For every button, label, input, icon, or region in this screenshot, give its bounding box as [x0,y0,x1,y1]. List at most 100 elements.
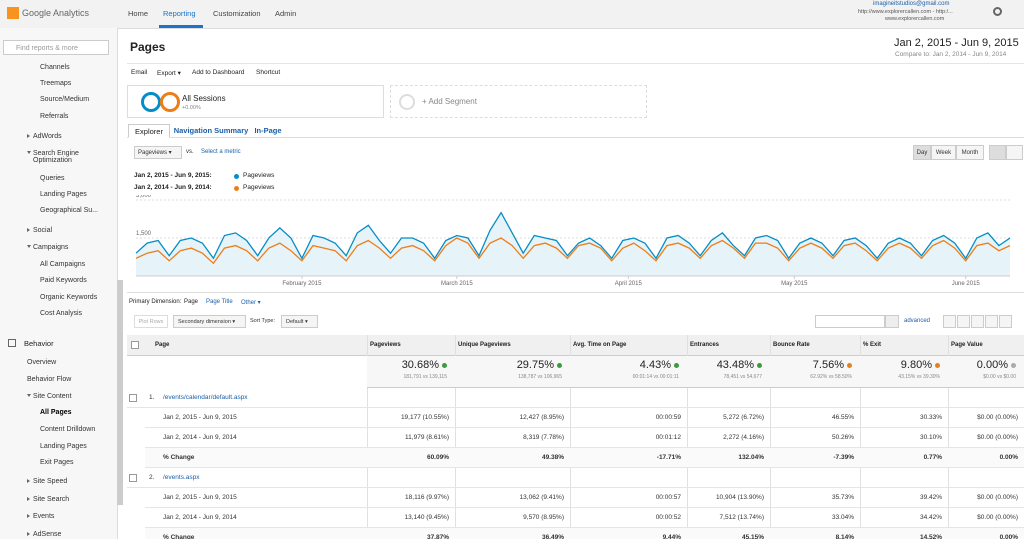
sidebar-item[interactable]: Site Speed [33,478,68,485]
sidebar-item[interactable]: Landing Pages [40,443,87,450]
settings-icon[interactable] [993,7,1002,16]
sort-dropdown[interactable]: Default ▾ [281,315,318,328]
nav-tab[interactable]: Home [128,9,149,18]
sidebar-item[interactable]: Exit Pages [40,459,74,466]
column-header[interactable]: Page [155,342,170,348]
interval-button[interactable]: Week [931,145,956,160]
chart-bottom [127,292,1024,293]
dimension-option[interactable]: Other ▾ [241,300,261,306]
table-cell: 0.00% [999,454,1018,461]
sidebar-item[interactable]: Content Drilldown [40,426,96,433]
account-email[interactable]: imagineitstudios@gmail.com [873,1,950,7]
summary-value: 30.68% [401,359,439,371]
nav-tab[interactable]: Customization [213,9,261,18]
search-button[interactable] [885,315,899,328]
logo-icon [7,7,19,19]
table-cell: 18,116 (9.97%) [405,494,449,501]
nav-tab[interactable]: Admin [275,9,297,18]
column-header[interactable]: Page Value [951,342,983,348]
row-checkbox[interactable] [129,474,137,482]
add-segment[interactable]: + Add Segment [422,97,477,106]
sidebar-item[interactable]: Treemaps [40,80,72,87]
nav-tab[interactable]: Reporting [163,9,196,18]
interval-button[interactable]: Day [913,145,931,160]
column-header[interactable]: Pageviews [370,342,401,348]
scrollbar[interactable] [117,280,123,505]
report-tab[interactable]: Navigation Summary [173,126,249,135]
summary-compare: $0.00 vs $0.00 [983,374,1016,380]
sidebar-item[interactable]: Organic Keywords [40,294,98,301]
row-checkbox[interactable] [129,394,137,402]
view-button[interactable] [971,315,984,328]
sidebar-item[interactable]: Events [33,513,55,520]
column-header[interactable]: Unique Pageviews [458,342,511,348]
summary-indicator [557,363,562,368]
sidebar-item[interactable]: All Pages [40,409,72,416]
view-button[interactable] [943,315,956,328]
view-button[interactable] [999,315,1012,328]
plot-rows[interactable]: Plot Rows [134,315,168,328]
select-metric[interactable]: Select a metric [201,149,241,155]
table-search[interactable] [815,315,885,328]
table-cell: 5,272 (6.72%) [723,414,764,421]
search-box[interactable]: Find reports & more [3,40,109,55]
sidebar-item[interactable]: Referrals [40,113,69,120]
view-button[interactable] [957,315,970,328]
toolbar-button[interactable]: Email [131,69,148,76]
sidebar-item[interactable]: Overview [27,359,57,366]
sidebar-item[interactable]: AdWords [33,133,62,140]
sidebar-item[interactable]: Campaigns [33,244,69,251]
sidebar-item[interactable]: Channels [40,64,70,71]
sidebar-item[interactable]: Cost Analysis [40,310,83,317]
add-segment-box[interactable] [390,85,647,118]
table-cell: 9.44% [662,534,681,539]
toolbar-button[interactable]: Shortcut [256,69,281,76]
column-header[interactable]: Bounce Rate [773,342,810,348]
account-property[interactable]: http://www.explorercallen.com - http:/..… [858,9,953,15]
sidebar-item[interactable]: AdSense [33,531,62,538]
report-tab[interactable]: Explorer [128,124,170,138]
line-label: % Change [163,454,195,461]
interval-button[interactable]: Month [956,145,984,160]
header-row-bg [127,335,1024,356]
sidebar-item[interactable]: Source/Medium [40,96,90,103]
table-cell: 0.00% [999,534,1018,539]
table-cell: 8,319 (7.78%) [523,434,564,441]
column-header[interactable]: % Exit [863,342,882,348]
sidebar-item[interactable]: Paid Keywords [40,277,87,284]
sidebar-item[interactable]: Social [33,227,53,234]
sidebar-item[interactable]: Search Engine Optimization [33,150,79,164]
summary-value: 4.43% [639,359,671,371]
chart-type-button[interactable] [1006,145,1023,160]
sidebar-item[interactable]: Site Search [33,496,70,503]
sidebar-item[interactable]: All Campaigns [40,261,86,268]
column-header[interactable]: Avg. Time on Page [573,342,627,348]
sidebar-section[interactable]: Behavior [24,339,54,348]
sidebar-item[interactable]: Behavior Flow [27,376,72,383]
row-page[interactable]: /events/calendar/default.aspx [163,394,248,401]
segment-box[interactable] [127,85,384,118]
toolbar-button[interactable]: Add to Dashboard [192,69,245,76]
line-label: Jan 2, 2014 - Jun 9, 2014 [163,514,237,521]
summary-value: 29.75% [516,359,554,371]
sidebar-item[interactable]: Geographical Su... [40,207,98,214]
toolbar-button[interactable]: Export ▾ [157,70,181,77]
row-page[interactable]: /events.aspx [163,474,200,481]
metric-dropdown[interactable]: Pageviews ▾ [134,146,182,159]
advanced-link[interactable]: advanced [904,318,931,324]
chart-type-button[interactable] [989,145,1006,160]
column-header[interactable]: Entrances [690,342,720,348]
sidebar-arrow [27,532,30,536]
sidebar-item[interactable]: Site Content [33,393,72,400]
sidebar-item[interactable]: Landing Pages [40,191,87,198]
dimension-option[interactable]: Page Title [206,299,233,305]
table-cell: $0.00 (0.00%) [977,514,1018,521]
sidebar-item[interactable]: Queries [40,175,65,182]
view-button[interactable] [985,315,998,328]
report-tab[interactable]: In-Page [254,126,282,135]
column-divider [770,335,771,539]
sidebar-arrow [27,514,30,518]
date-range[interactable]: Jan 2, 2015 - Jun 9, 2015 [894,37,1019,49]
secondary-dimension[interactable]: Secondary dimension ▾ [173,315,246,328]
table-cell: 7,512 (13.74%) [719,514,764,521]
